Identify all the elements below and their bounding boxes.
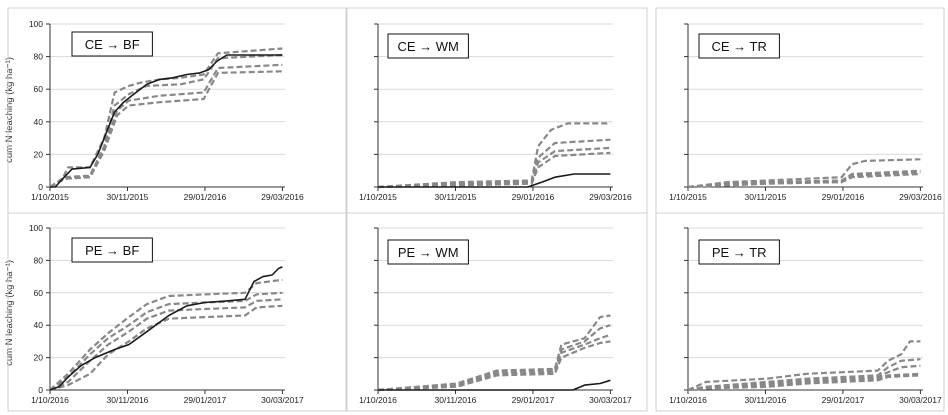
- x-tick-label: 29/03/2016: [589, 192, 632, 202]
- chart-title: PE → BF: [85, 243, 139, 258]
- series-line-dashed: [49, 278, 283, 391]
- y-tick-label: 100: [29, 19, 43, 29]
- series-line-dashed: [377, 333, 611, 392]
- series-line-dashed: [49, 298, 283, 392]
- chart-title-box: CE → TR: [698, 33, 780, 59]
- x-tick-label: 30/03/2017: [899, 395, 942, 405]
- y-tick-label: 0: [38, 385, 43, 395]
- y-tick-label: 60: [34, 288, 44, 298]
- chart-title-box: PE → BF: [71, 237, 153, 263]
- series-line-dashed: [49, 291, 283, 391]
- chart-panel: 1/10/2015 30/11/2015 29/01/2016 29/03/2016 C…: [346, 7, 648, 214]
- x-tick-label: 1/10/2016: [359, 395, 397, 405]
- y-tick-label: 20: [34, 353, 44, 363]
- chart-title: PE → TR: [712, 245, 767, 260]
- series-line-dashed: [687, 374, 921, 392]
- series-line-dashed: [377, 324, 611, 392]
- panel-frame: [655, 212, 945, 412]
- chart-title-box: PE → WM: [387, 239, 469, 265]
- chart-title: CE → TR: [712, 39, 767, 54]
- y-tick-label: 100: [29, 223, 43, 233]
- title-frame: [698, 239, 780, 265]
- series-line-dashed: [49, 304, 283, 392]
- x-tick-label: 30/11/2016: [435, 395, 477, 405]
- x-tick-label: 1/10/2016: [31, 395, 69, 405]
- y-tick-label: 40: [34, 320, 44, 330]
- y-tick-label: 0: [38, 182, 43, 192]
- x-tick-label: 29/01/2017: [512, 395, 555, 405]
- series-line-dashed: [49, 70, 283, 188]
- series-line-dashed: [377, 138, 611, 189]
- x-tick-label: 1/10/2015: [31, 192, 69, 202]
- x-tick-label: 1/10/2015: [669, 192, 707, 202]
- x-tick-label: 29/03/2016: [261, 192, 304, 202]
- x-tick-label: 30/11/2015: [107, 192, 149, 202]
- chart-title: CE → BF: [85, 37, 140, 52]
- series-line-dashed: [687, 364, 921, 392]
- chart-title: PE → WM: [398, 245, 459, 260]
- series-line-dashed: [377, 146, 611, 189]
- chart-panel: 1/10/2015 30/11/2015 29/01/2016 29/03/2016 C…: [655, 7, 945, 214]
- x-tick-label: 1/10/2015: [359, 192, 397, 202]
- x-tick-label: 30/11/2015: [745, 192, 787, 202]
- chart-panel: 1/10/2016 30/11/2016 29/01/2017 30/03/2017 P…: [346, 212, 648, 412]
- title-frame: [71, 31, 153, 57]
- series-line-dashed: [687, 340, 921, 392]
- series-line-dashed: [687, 172, 921, 189]
- series-line-dashed: [687, 171, 921, 189]
- series-line-solid: [49, 266, 283, 391]
- x-tick-label: 29/01/2016: [822, 192, 865, 202]
- y-tick-label: 20: [34, 149, 44, 159]
- title-frame: [698, 33, 780, 59]
- series-line-dashed: [377, 314, 611, 392]
- series-line-dashed: [49, 47, 283, 188]
- x-tick-label: 29/01/2017: [822, 395, 865, 405]
- x-tick-label: 29/01/2016: [184, 192, 227, 202]
- series-line-solid: [378, 173, 611, 188]
- x-tick-label: 30/11/2016: [745, 395, 787, 405]
- y-axis-label-top: cum N leaching (kg ha⁻¹): [4, 57, 15, 163]
- series-line-dashed: [377, 151, 611, 189]
- chart-title-box: CE → WM: [387, 33, 469, 59]
- panel-frame: [7, 212, 347, 412]
- series-line-solid: [378, 379, 611, 391]
- panel-frame: [346, 212, 648, 412]
- chart-title-box: CE → BF: [71, 31, 153, 57]
- y-tick-label: 60: [34, 84, 44, 94]
- y-tick-label: 40: [34, 117, 44, 127]
- title-frame: [387, 33, 469, 59]
- series-line-dashed: [377, 122, 611, 189]
- series-line-solid: [50, 54, 283, 188]
- chart-title-box: PE → TR: [698, 239, 780, 265]
- x-tick-label: 29/01/2016: [512, 192, 555, 202]
- x-tick-label: 29/03/2016: [899, 192, 942, 202]
- series-line-dashed: [687, 158, 921, 189]
- chart-panel: 0 20 40 60 80 100 1/10/2015 30/11/2015 29/01/201…: [7, 7, 347, 214]
- series-line-dashed: [49, 53, 283, 188]
- x-tick-label: 30/11/2015: [435, 192, 477, 202]
- x-tick-label: 29/01/2017: [184, 395, 227, 405]
- chart-panels: 0 20 40 60 80 100 1/10/2015 30/11/2015 29/01/201…: [7, 7, 945, 412]
- x-tick-label: 30/03/2017: [589, 395, 632, 405]
- x-tick-label: 30/03/2017: [261, 395, 304, 405]
- y-axis-label-bottom: cum N leaching (kg ha⁻¹): [4, 260, 15, 366]
- title-frame: [71, 237, 153, 263]
- series-line-dashed: [377, 340, 611, 392]
- chart-title: CE → WM: [398, 39, 459, 54]
- x-tick-label: 30/11/2016: [107, 395, 149, 405]
- y-tick-label: 80: [34, 52, 44, 62]
- chart-panel: 1/10/2016 30/11/2016 29/01/2017 30/03/2017 P…: [655, 212, 945, 412]
- x-tick-label: 1/10/2016: [669, 395, 707, 405]
- y-tick-label: 80: [34, 255, 44, 265]
- chart-panel: 0 20 40 60 80 100 1/10/2016 30/11/2016 29/01/201…: [7, 212, 347, 412]
- title-frame: [387, 239, 469, 265]
